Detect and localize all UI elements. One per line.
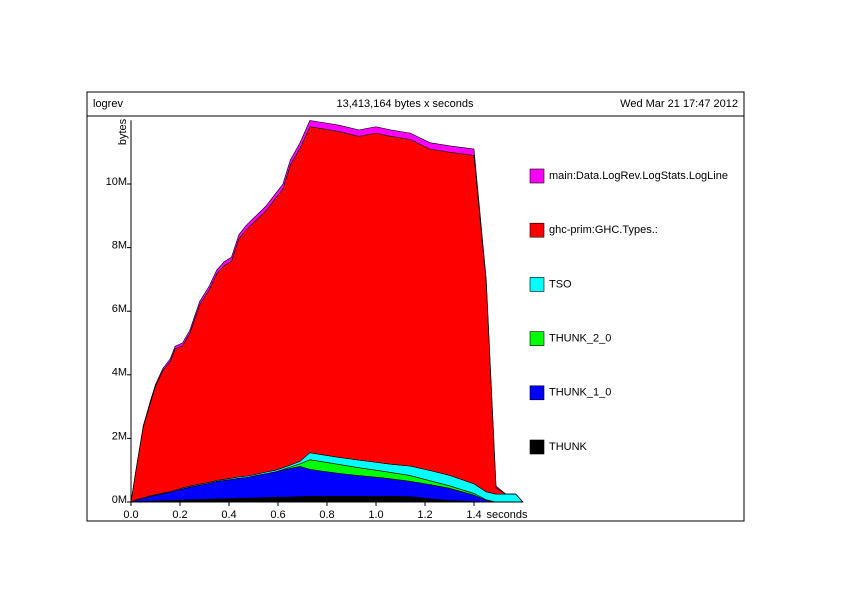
y-tick-label: 8M — [112, 240, 127, 252]
legend-swatch — [529, 277, 545, 292]
legend-swatch — [529, 222, 545, 238]
x-tick-label: 1.2 — [417, 509, 432, 521]
y-tick-label: 4M — [112, 367, 127, 379]
y-tick-label: 0M — [112, 494, 127, 506]
legend-label: THUNK — [549, 441, 588, 453]
legend-label: main:Data.LogRev.LogStats.LogLine — [549, 170, 728, 182]
legend-swatch — [529, 385, 545, 401]
x-tick-label: 0.8 — [319, 509, 334, 521]
legend-label: THUNK_1_0 — [549, 387, 611, 399]
y-tick-label: 6M — [112, 303, 127, 315]
chart-date: Wed Mar 21 17:47 2012 — [620, 98, 738, 110]
x-tick-label: 0.0 — [123, 509, 138, 521]
legend-swatch — [529, 439, 545, 455]
legend-swatch — [529, 168, 545, 184]
legend-label: TSO — [549, 278, 572, 290]
chart-subtitle: 13,413,164 bytes x seconds — [337, 98, 474, 110]
area-band — [130, 126, 524, 503]
x-tick-label: 0.2 — [172, 509, 187, 521]
x-tick-label: 1.4 — [466, 509, 481, 521]
x-axis-label: seconds — [487, 509, 528, 521]
x-tick-label: 0.6 — [270, 509, 285, 521]
legend-label: THUNK_2_0 — [549, 333, 611, 345]
y-axis-label: bytes — [117, 118, 129, 145]
x-tick-label: 1.0 — [368, 509, 383, 521]
x-tick-label: 0.4 — [221, 509, 236, 521]
plot-box — [86, 115, 745, 522]
y-tick-label: 10M — [106, 176, 127, 188]
legend-label: ghc-prim:GHC.Types.: — [549, 224, 658, 236]
y-tick-label: 2M — [112, 430, 127, 442]
chart-title: logrev — [93, 98, 123, 110]
legend-swatch — [529, 331, 545, 346]
